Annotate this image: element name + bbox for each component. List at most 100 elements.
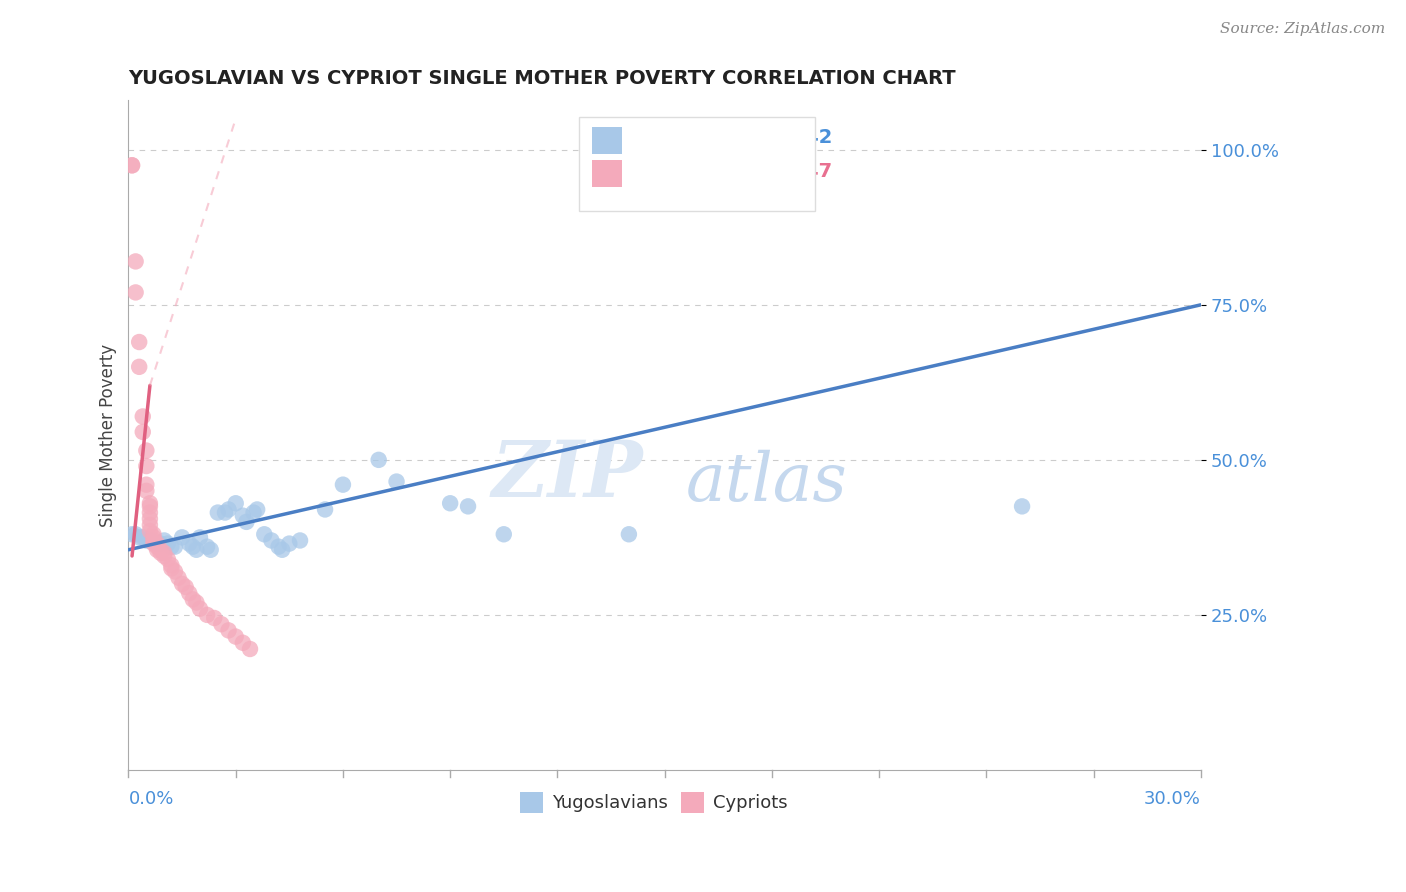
Point bbox=[160, 540, 183, 554]
Point bbox=[121, 527, 143, 541]
Point bbox=[172, 530, 194, 544]
Text: Yugoslavians: Yugoslavians bbox=[553, 794, 668, 812]
Point bbox=[135, 477, 157, 491]
Text: 30.0%: 30.0% bbox=[1144, 790, 1201, 808]
Point bbox=[146, 542, 169, 557]
Point bbox=[288, 533, 311, 548]
Point bbox=[121, 158, 143, 172]
Point bbox=[153, 533, 176, 548]
Point bbox=[139, 500, 162, 514]
Point bbox=[214, 506, 236, 520]
Point bbox=[135, 458, 157, 473]
Point bbox=[617, 527, 640, 541]
Point bbox=[188, 530, 211, 544]
Point bbox=[132, 530, 155, 544]
Text: R = 0.412   N = 42: R = 0.412 N = 42 bbox=[633, 128, 832, 146]
Point bbox=[174, 580, 197, 594]
Point bbox=[160, 561, 183, 575]
Point bbox=[179, 586, 201, 600]
Point bbox=[253, 527, 276, 541]
Point bbox=[167, 571, 190, 585]
Y-axis label: Single Mother Poverty: Single Mother Poverty bbox=[100, 343, 117, 526]
Point bbox=[121, 158, 143, 172]
Text: Cypriots: Cypriots bbox=[713, 794, 787, 812]
Point bbox=[139, 524, 162, 538]
Point bbox=[142, 527, 165, 541]
Point bbox=[200, 542, 222, 557]
Point bbox=[232, 508, 254, 523]
Point bbox=[246, 502, 269, 516]
Point bbox=[142, 533, 165, 548]
Text: atlas: atlas bbox=[686, 450, 848, 515]
Point bbox=[139, 496, 162, 510]
Point bbox=[153, 549, 176, 563]
Point bbox=[209, 617, 232, 632]
Point bbox=[385, 475, 408, 489]
Point bbox=[186, 542, 208, 557]
Point bbox=[225, 496, 247, 510]
Point bbox=[267, 540, 290, 554]
Point bbox=[139, 506, 162, 520]
Point bbox=[149, 542, 172, 557]
Point bbox=[179, 536, 201, 550]
Point bbox=[156, 536, 179, 550]
Text: Source: ZipAtlas.com: Source: ZipAtlas.com bbox=[1219, 22, 1385, 37]
Point bbox=[139, 518, 162, 533]
Point bbox=[146, 540, 169, 554]
Point bbox=[163, 540, 186, 554]
Text: YUGOSLAVIAN VS CYPRIOT SINGLE MOTHER POVERTY CORRELATION CHART: YUGOSLAVIAN VS CYPRIOT SINGLE MOTHER POV… bbox=[128, 69, 956, 87]
Point bbox=[457, 500, 479, 514]
Point bbox=[139, 512, 162, 526]
Point bbox=[132, 425, 155, 439]
Point bbox=[439, 496, 461, 510]
Point bbox=[181, 540, 204, 554]
Point bbox=[218, 624, 240, 638]
Point bbox=[135, 533, 157, 548]
Bar bbox=[520, 792, 544, 814]
Point bbox=[332, 477, 354, 491]
Point bbox=[195, 607, 218, 622]
Point bbox=[149, 546, 172, 560]
Point bbox=[124, 254, 146, 268]
Point bbox=[128, 530, 150, 544]
Bar bbox=[592, 127, 621, 153]
Point bbox=[149, 536, 172, 550]
Point bbox=[139, 533, 162, 548]
Point bbox=[186, 595, 208, 609]
Point bbox=[271, 542, 294, 557]
Text: ZIP: ZIP bbox=[492, 437, 643, 514]
Point bbox=[367, 453, 389, 467]
Point bbox=[195, 540, 218, 554]
Point bbox=[132, 409, 155, 424]
Point bbox=[278, 536, 301, 550]
Point bbox=[163, 565, 186, 579]
Point bbox=[124, 285, 146, 300]
Point bbox=[156, 552, 179, 566]
Bar bbox=[579, 117, 814, 211]
Point bbox=[260, 533, 283, 548]
Point bbox=[135, 483, 157, 498]
Point bbox=[1011, 500, 1033, 514]
Point bbox=[188, 601, 211, 615]
Point bbox=[314, 502, 336, 516]
Point bbox=[128, 334, 150, 349]
Point bbox=[232, 636, 254, 650]
Point bbox=[181, 592, 204, 607]
Bar bbox=[592, 161, 621, 187]
Point bbox=[135, 443, 157, 458]
Point bbox=[146, 536, 169, 550]
Point bbox=[202, 611, 225, 625]
Point bbox=[242, 506, 264, 520]
Text: R = 0.189   N = 47: R = 0.189 N = 47 bbox=[633, 162, 832, 181]
Point bbox=[239, 642, 262, 657]
Point bbox=[207, 506, 229, 520]
Point bbox=[153, 546, 176, 560]
Point bbox=[128, 359, 150, 374]
Point bbox=[235, 515, 257, 529]
Point bbox=[218, 502, 240, 516]
Point bbox=[492, 527, 515, 541]
Text: 0.0%: 0.0% bbox=[128, 790, 174, 808]
Point bbox=[225, 630, 247, 644]
Point bbox=[146, 536, 169, 550]
Point bbox=[124, 527, 146, 541]
